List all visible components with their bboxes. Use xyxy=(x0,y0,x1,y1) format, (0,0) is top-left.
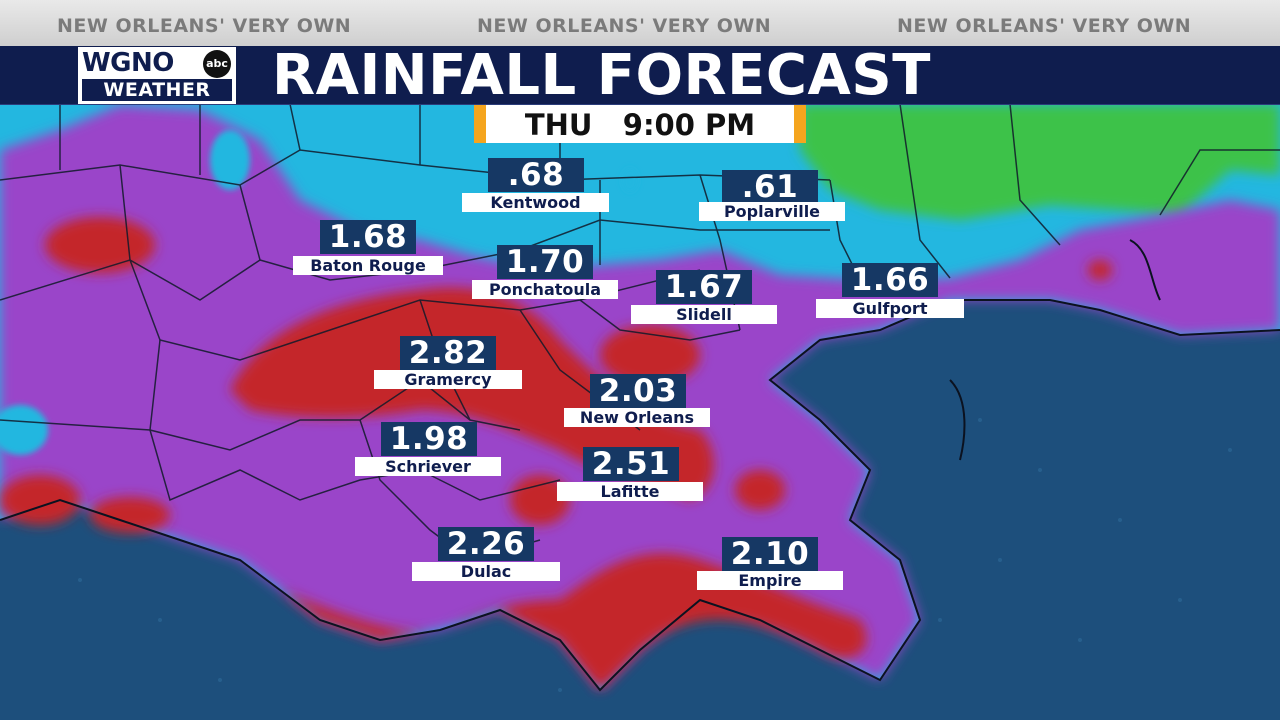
water-texture xyxy=(78,418,1232,692)
rain-cyan-pockets xyxy=(0,130,638,455)
location-value: 2.51 xyxy=(583,447,679,482)
forecast-clock: 9:00 PM xyxy=(622,108,756,142)
location-value: 2.82 xyxy=(400,336,496,371)
location-value: 2.10 xyxy=(722,537,818,572)
tagline-left: NEW ORLEANS' VERY OWN xyxy=(57,15,352,37)
location-name: Baton Rouge xyxy=(293,256,443,275)
tagline-bar: NEW ORLEANS' VERY OWN NEW ORLEANS' VERY … xyxy=(0,0,1280,46)
forecast-time: THU 9:00 PM xyxy=(474,105,806,143)
location-name: Poplarville xyxy=(699,202,845,221)
network-logo: abc xyxy=(203,50,231,78)
location-value: 1.98 xyxy=(381,422,477,457)
tagline-center: NEW ORLEANS' VERY OWN xyxy=(477,15,772,37)
location-name: Gramercy xyxy=(374,370,522,389)
location-name: Empire xyxy=(697,571,843,590)
location-name: Ponchatoula xyxy=(472,280,618,299)
location-name: Gulfport xyxy=(816,299,964,318)
location-value: 2.26 xyxy=(438,527,534,562)
location-value: 1.67 xyxy=(656,270,752,305)
tagline-right: NEW ORLEANS' VERY OWN xyxy=(897,15,1192,37)
forecast-day: THU xyxy=(524,108,593,142)
weather-label: WEATHER xyxy=(82,79,232,101)
rain-green xyxy=(800,104,1280,220)
location-name: Kentwood xyxy=(462,193,609,212)
page-title: RAINFALL FORECAST xyxy=(272,43,931,108)
location-value: 1.66 xyxy=(842,263,938,298)
location-name: Slidell xyxy=(631,305,777,324)
location-value: .68 xyxy=(488,158,584,193)
location-name: Schriever xyxy=(355,457,501,476)
location-value: .61 xyxy=(722,170,818,205)
location-name: Lafitte xyxy=(557,482,703,501)
location-value: 1.70 xyxy=(497,245,593,280)
location-value: 1.68 xyxy=(320,220,416,255)
station-callsign: WGNO xyxy=(82,48,174,78)
location-name: New Orleans xyxy=(564,408,710,427)
location-value: 2.03 xyxy=(590,374,686,409)
coastline xyxy=(0,239,1280,692)
location-name: Dulac xyxy=(412,562,560,581)
station-logo: WGNO abc WEATHER xyxy=(78,47,236,104)
